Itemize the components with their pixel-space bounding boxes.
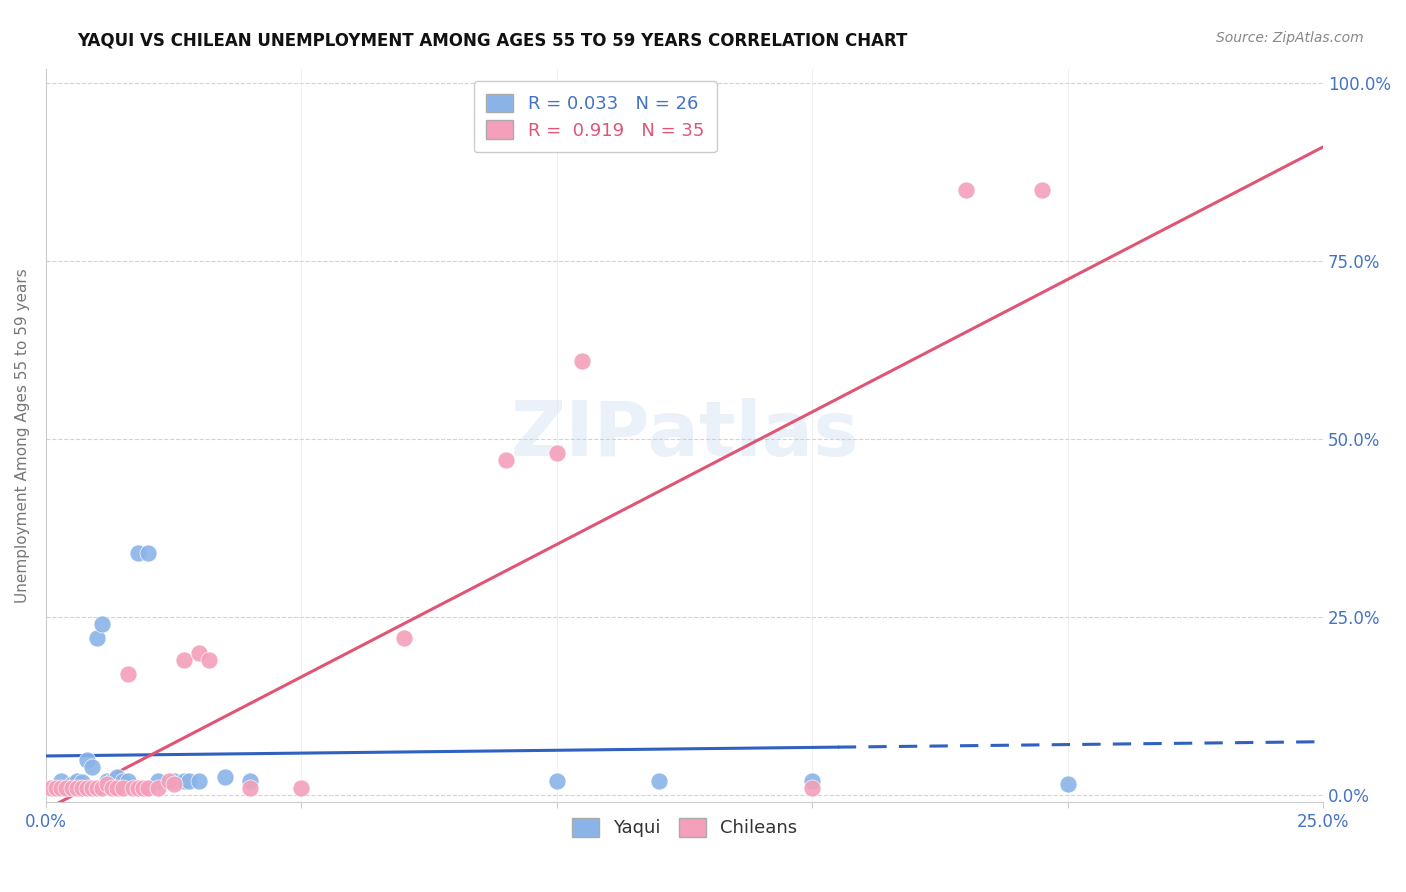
Point: [101, 773, 124, 788]
Point: [91, 617, 114, 632]
Point: [198, 653, 221, 667]
Point: [148, 780, 170, 795]
Point: [80, 759, 103, 773]
Point: [177, 773, 200, 788]
Point: [121, 780, 143, 795]
Point: [65, 780, 87, 795]
Point: [148, 773, 170, 788]
Point: [51, 773, 73, 788]
Point: [163, 773, 186, 788]
Point: [51, 780, 73, 795]
Point: [136, 546, 159, 560]
Point: [1031, 183, 1053, 197]
Point: [45, 780, 67, 795]
Point: [290, 780, 312, 795]
Point: [127, 546, 149, 560]
Point: [801, 773, 824, 788]
Point: [546, 446, 568, 460]
Point: [86, 632, 108, 646]
Point: [70, 780, 93, 795]
Point: [117, 773, 139, 788]
Point: [163, 777, 186, 791]
Point: [495, 453, 517, 467]
Point: [111, 773, 134, 788]
Point: [188, 773, 211, 788]
Point: [76, 752, 98, 766]
Point: [955, 183, 977, 197]
Point: [132, 780, 155, 795]
Point: [101, 780, 124, 795]
Point: [111, 780, 134, 795]
Point: [214, 770, 236, 784]
Point: [239, 780, 262, 795]
Point: [70, 775, 93, 789]
Point: [801, 780, 824, 795]
Text: YAQUI VS CHILEAN UNEMPLOYMENT AMONG AGES 55 TO 59 YEARS CORRELATION CHART: YAQUI VS CHILEAN UNEMPLOYMENT AMONG AGES…: [77, 31, 908, 49]
Point: [96, 773, 118, 788]
Point: [173, 773, 195, 788]
Point: [91, 780, 114, 795]
Point: [188, 646, 211, 660]
Point: [571, 353, 593, 368]
Point: [60, 777, 83, 791]
Point: [648, 773, 671, 788]
Point: [157, 773, 180, 788]
Point: [96, 777, 118, 791]
Point: [76, 780, 98, 795]
Point: [1056, 777, 1078, 791]
Point: [55, 780, 77, 795]
Point: [80, 780, 103, 795]
Text: Source: ZipAtlas.com: Source: ZipAtlas.com: [1216, 31, 1364, 45]
Point: [39, 780, 62, 795]
Point: [65, 773, 87, 788]
Point: [239, 773, 262, 788]
Point: [392, 632, 415, 646]
Text: ZIPatlas: ZIPatlas: [510, 399, 859, 473]
Point: [136, 780, 159, 795]
Point: [86, 780, 108, 795]
Point: [60, 780, 83, 795]
Legend: Yaqui, Chileans: Yaqui, Chileans: [564, 811, 804, 845]
Point: [173, 653, 195, 667]
Point: [127, 780, 149, 795]
Point: [117, 667, 139, 681]
Point: [546, 773, 568, 788]
Y-axis label: Unemployment Among Ages 55 to 59 years: Unemployment Among Ages 55 to 59 years: [15, 268, 30, 603]
Point: [107, 770, 129, 784]
Point: [107, 780, 129, 795]
